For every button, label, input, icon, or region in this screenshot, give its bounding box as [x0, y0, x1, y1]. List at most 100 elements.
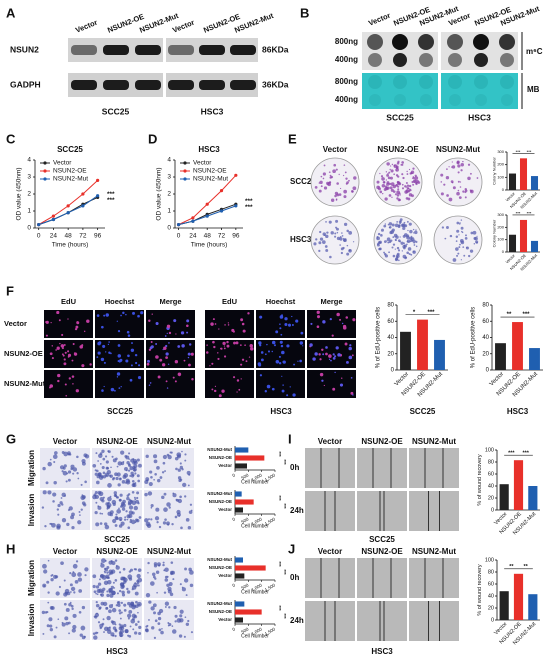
stained-cell — [99, 522, 103, 525]
amount-label: 800ng — [335, 37, 358, 46]
colony — [341, 232, 343, 234]
stained-cell — [50, 577, 54, 582]
colony — [394, 193, 397, 196]
cell — [191, 378, 194, 381]
wound-image — [357, 491, 407, 531]
stained-cell — [118, 623, 121, 626]
significance: *** — [516, 210, 521, 215]
stained-cell — [138, 625, 142, 630]
y-tick-label: 2 — [27, 191, 31, 198]
colony — [395, 184, 397, 186]
colony — [335, 219, 339, 223]
colony — [441, 226, 445, 229]
stained-cell — [69, 601, 72, 604]
stained-cell — [176, 452, 182, 458]
stained-cell — [134, 591, 139, 596]
cell — [116, 372, 121, 376]
colony — [406, 184, 410, 187]
point — [66, 211, 70, 215]
cell — [250, 347, 254, 351]
colony — [379, 172, 381, 175]
stained-cell — [108, 560, 113, 565]
cell — [63, 362, 67, 366]
y-tick-label: 20 — [488, 605, 494, 611]
stained-cell — [115, 565, 120, 570]
stained-cell — [61, 518, 67, 523]
cell — [56, 310, 60, 315]
colony — [476, 177, 479, 179]
cell — [350, 391, 354, 395]
legend-swatch — [43, 169, 47, 173]
stained-cell — [99, 593, 103, 596]
x-tick-label: 48 — [65, 233, 73, 240]
x-tick-label: 0 — [37, 233, 41, 240]
colony — [320, 175, 323, 178]
stained-cell — [116, 508, 122, 514]
stained-cell — [149, 470, 153, 474]
stained-cell — [134, 521, 137, 524]
stained-cell — [123, 623, 127, 628]
cell — [110, 387, 115, 392]
row-label: Vector — [4, 319, 27, 328]
cell — [119, 358, 123, 362]
colony — [378, 186, 380, 188]
y-tick-label: 0 — [167, 225, 171, 232]
cell — [332, 387, 336, 391]
cell — [226, 340, 229, 344]
cell — [273, 344, 276, 347]
cell — [342, 326, 347, 330]
stained-cell — [134, 631, 138, 635]
cell — [217, 352, 219, 354]
colony — [413, 244, 416, 246]
cell — [279, 323, 281, 325]
stained-cell — [114, 472, 118, 477]
stained-cell — [93, 635, 98, 640]
colony — [456, 221, 460, 225]
stained-cell — [190, 631, 194, 634]
cell-line-label: SCC25 — [369, 535, 395, 544]
stained-cell — [42, 466, 46, 471]
stained-cell — [112, 518, 117, 524]
x-axis-label: Cell Number — [241, 633, 269, 639]
cell — [127, 354, 130, 358]
stained-cell — [71, 628, 76, 633]
cell-line-label: SCC25 — [102, 106, 130, 116]
colony — [333, 163, 337, 167]
cell — [211, 388, 214, 391]
column-label: NSUN2-OE — [377, 145, 419, 154]
stained-cell — [120, 578, 123, 580]
colony — [411, 180, 414, 184]
stained-cell — [101, 558, 106, 563]
colony — [330, 198, 335, 202]
cell — [110, 352, 112, 355]
colony — [334, 191, 339, 195]
cell — [226, 344, 230, 348]
colony — [400, 163, 403, 166]
colony — [402, 226, 406, 230]
stained-cell — [134, 498, 137, 501]
stained-cell — [41, 506, 45, 509]
stained-cell — [57, 503, 61, 508]
cell — [71, 375, 75, 378]
stained-cell — [157, 616, 162, 621]
stained-cell — [126, 496, 130, 501]
legend-swatch — [183, 177, 187, 181]
cell-line-label: HSC3 — [270, 407, 292, 416]
colony — [389, 168, 391, 171]
plate — [433, 215, 483, 265]
stained-cell — [128, 464, 131, 467]
colony — [339, 235, 342, 238]
stained-cell — [49, 624, 53, 628]
cell — [60, 344, 65, 348]
stained-cell — [157, 622, 161, 626]
stained-cell — [169, 592, 174, 597]
chart-title: SCC25 — [57, 145, 83, 154]
cell — [50, 321, 52, 324]
cell — [129, 378, 133, 382]
stained-cell — [119, 493, 123, 497]
stained-cell — [99, 573, 105, 579]
colony — [409, 189, 412, 192]
row-label: Migration — [27, 450, 36, 486]
stain-label: m⁶C — [526, 47, 543, 56]
stained-cell — [170, 561, 174, 564]
